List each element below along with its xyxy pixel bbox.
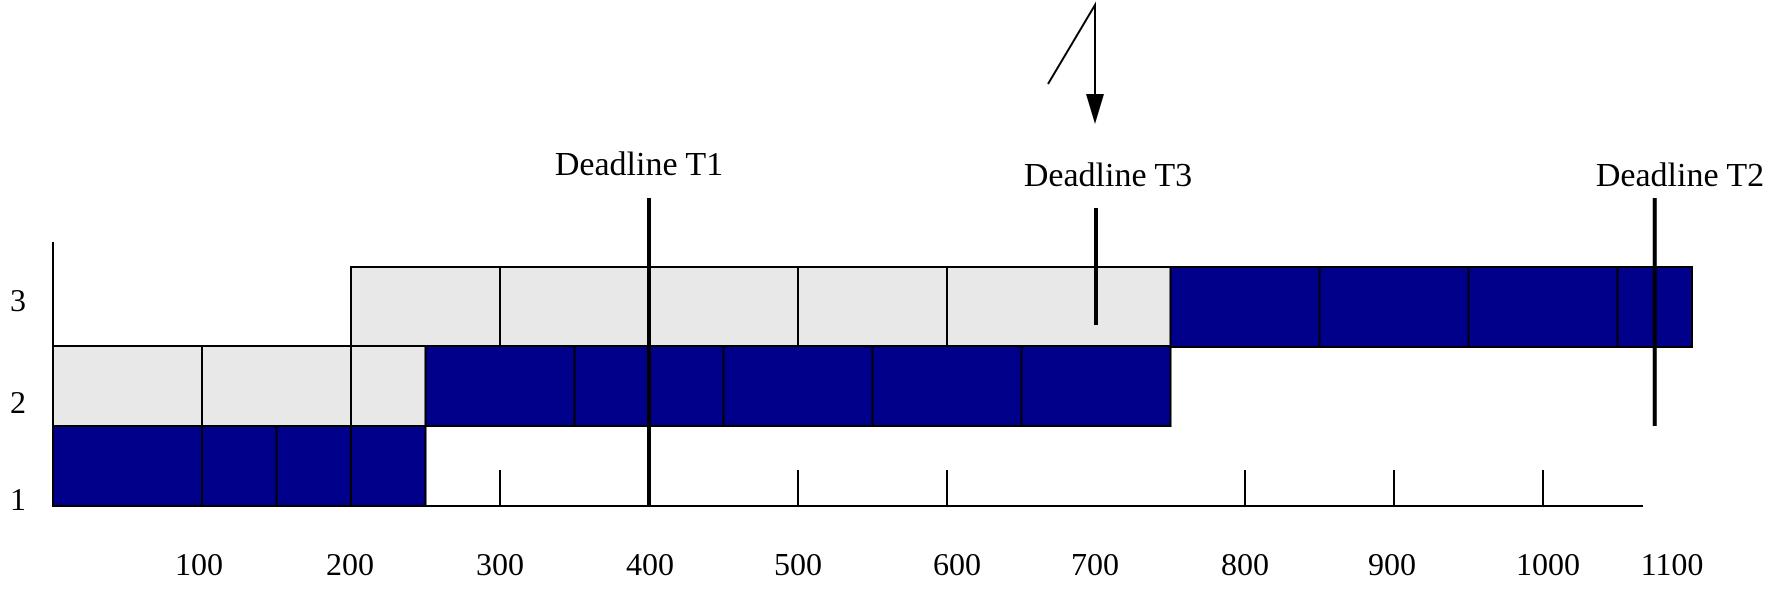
lane-2-segment-2 bbox=[201, 345, 352, 427]
y-label-2: 2 bbox=[10, 384, 26, 420]
lane-3-segment-4 bbox=[946, 266, 1172, 348]
lane-2-segment-3 bbox=[350, 345, 427, 427]
interrupt-arrowhead-icon bbox=[1086, 94, 1104, 124]
deadline-label-t1: Deadline T1 bbox=[555, 146, 723, 183]
lane-1-segment-2 bbox=[201, 425, 278, 507]
x-tick-label-400: 400 bbox=[626, 546, 674, 582]
x-tick-label-500: 500 bbox=[774, 546, 822, 582]
lane-1-segment-1 bbox=[52, 425, 203, 507]
lanes-layer bbox=[52, 266, 1693, 507]
lane-2-segment-8 bbox=[1020, 345, 1172, 427]
x-tick-label-100: 100 bbox=[175, 546, 223, 582]
deadline-lines-layer bbox=[647, 198, 1657, 506]
x-tick-label-1100: 1100 bbox=[1641, 546, 1704, 582]
deadline-label-t2: Deadline T2 bbox=[1596, 157, 1764, 194]
lane-3-segment-5 bbox=[1169, 266, 1321, 348]
deadline-label-t3: Deadline T3 bbox=[1024, 157, 1192, 194]
x-tick-label-800: 800 bbox=[1221, 546, 1269, 582]
lane-2-segment-4 bbox=[424, 345, 576, 427]
x-tick-label-600: 600 bbox=[933, 546, 981, 582]
lane-2-segment-1 bbox=[52, 345, 203, 427]
x-tick-label-300: 300 bbox=[476, 546, 524, 582]
x-tick-label-900: 900 bbox=[1368, 546, 1416, 582]
x-tick-label-700: 700 bbox=[1071, 546, 1119, 582]
lane-3-segment-1 bbox=[350, 266, 501, 348]
lane-3-segment-7 bbox=[1467, 266, 1619, 348]
x-tick-label-200: 200 bbox=[326, 546, 374, 582]
lane-1-segment-3 bbox=[275, 425, 352, 507]
y-label-3: 3 bbox=[10, 282, 26, 318]
lane-3-segment-3 bbox=[797, 266, 948, 348]
lane-1-segment-4 bbox=[350, 425, 427, 507]
interrupt-lightning-icon bbox=[1047, 1, 1096, 100]
lane-2-segment-7 bbox=[871, 345, 1023, 427]
x-tick-label-1000: 1000 bbox=[1516, 546, 1580, 582]
ticks-layer bbox=[499, 470, 1544, 506]
lane-3-segment-6 bbox=[1318, 266, 1470, 348]
y-label-1: 1 bbox=[10, 481, 26, 517]
lane-2-segment-6 bbox=[722, 345, 874, 427]
